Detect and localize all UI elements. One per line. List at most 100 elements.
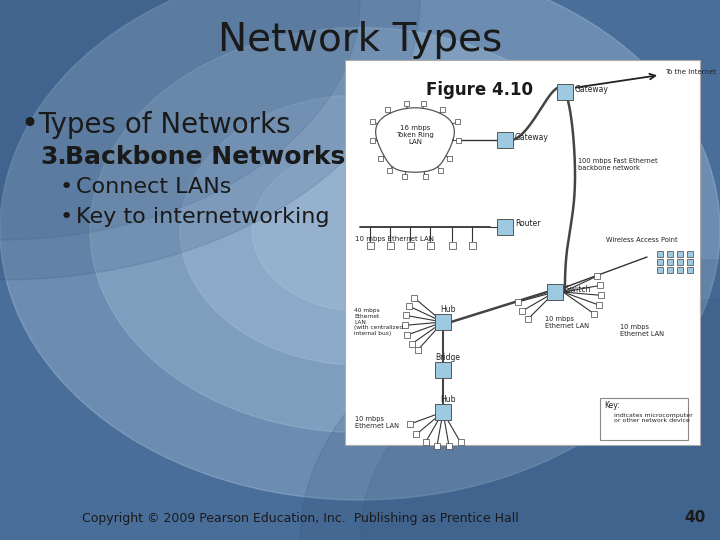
Bar	[366, 241, 374, 248]
Bar	[377, 156, 382, 161]
Bar	[469, 241, 475, 248]
Ellipse shape	[360, 300, 720, 540]
Text: To the Internet: To the Internet	[665, 69, 716, 75]
Text: 3.: 3.	[40, 145, 67, 169]
Bar	[667, 251, 673, 257]
Text: Switch: Switch	[565, 285, 590, 294]
Bar	[677, 251, 683, 257]
Bar	[369, 138, 374, 143]
Bar	[605, 415, 611, 422]
Ellipse shape	[0, 0, 360, 240]
Text: Hub: Hub	[440, 306, 456, 314]
Bar	[595, 273, 600, 279]
Text: Gateway: Gateway	[515, 132, 549, 141]
Bar	[409, 341, 415, 347]
Text: Types of Networks: Types of Networks	[38, 111, 291, 139]
Bar	[516, 299, 521, 305]
Text: Bridge: Bridge	[436, 354, 461, 362]
Bar	[345, 60, 700, 445]
Text: 40 mbps
Ethernet
LAN
(with centralized
internal bus): 40 mbps Ethernet LAN (with centralized i…	[354, 308, 403, 336]
Bar	[600, 398, 688, 440]
Bar	[687, 267, 693, 273]
Bar	[421, 102, 426, 106]
Text: 40: 40	[685, 510, 706, 525]
Bar	[456, 138, 461, 143]
Bar	[519, 308, 525, 314]
Bar	[402, 174, 408, 179]
Bar	[405, 332, 410, 338]
Bar	[525, 316, 531, 322]
Text: Backbone Networks: Backbone Networks	[65, 145, 346, 169]
Text: Key:: Key:	[604, 401, 620, 409]
Ellipse shape	[90, 28, 630, 433]
Bar	[435, 362, 451, 378]
Bar	[687, 259, 693, 265]
Bar	[402, 322, 408, 328]
Bar	[370, 119, 375, 124]
Bar	[434, 443, 440, 449]
Text: •: •	[60, 177, 73, 197]
Bar	[435, 314, 451, 330]
Bar	[446, 443, 452, 449]
Text: 10 mbps
Ethernet LAN: 10 mbps Ethernet LAN	[355, 415, 399, 429]
Bar	[598, 292, 604, 298]
Bar	[402, 313, 408, 319]
Text: 10 mbps Ethernet LAN: 10 mbps Ethernet LAN	[355, 236, 434, 242]
Text: •: •	[60, 207, 73, 227]
Text: •: •	[20, 111, 38, 139]
Bar	[413, 431, 419, 437]
Bar	[657, 259, 663, 265]
Bar	[657, 267, 663, 273]
Text: Copyright © 2009 Pearson Education, Inc.  Publishing as Prentice Hall: Copyright © 2009 Pearson Education, Inc.…	[81, 512, 518, 525]
Bar	[387, 168, 392, 173]
Ellipse shape	[252, 149, 468, 311]
Bar	[677, 259, 683, 265]
Text: Key to internetworking: Key to internetworking	[76, 207, 330, 227]
Bar	[457, 440, 464, 445]
Bar	[497, 219, 513, 235]
Bar	[407, 421, 413, 427]
Bar	[387, 241, 394, 248]
Text: Figure 4.10: Figure 4.10	[426, 81, 534, 99]
Text: 10 mbps
Ethernet LAN: 10 mbps Ethernet LAN	[620, 323, 664, 336]
Text: Router: Router	[515, 219, 541, 228]
Ellipse shape	[0, 0, 720, 500]
Bar	[407, 241, 413, 248]
Bar	[384, 107, 390, 112]
Bar	[423, 174, 428, 179]
Bar	[497, 132, 513, 148]
Bar	[598, 282, 603, 288]
Bar	[435, 404, 451, 420]
Text: 100 mbps Fast Ethernet
backbone network: 100 mbps Fast Ethernet backbone network	[578, 159, 657, 172]
Ellipse shape	[0, 0, 420, 280]
Bar	[591, 311, 597, 317]
Bar	[405, 303, 412, 309]
Bar	[657, 251, 663, 257]
Bar	[404, 102, 409, 106]
Bar	[449, 241, 456, 248]
Text: Wireless Access Point: Wireless Access Point	[606, 237, 678, 243]
Text: 10 mbps
Ethernet LAN: 10 mbps Ethernet LAN	[545, 315, 589, 328]
Ellipse shape	[300, 260, 720, 540]
Bar	[557, 84, 573, 100]
Bar	[411, 295, 417, 301]
Text: Connect LANs: Connect LANs	[76, 177, 231, 197]
Bar	[426, 241, 433, 248]
Bar	[455, 119, 460, 124]
Text: Gateway: Gateway	[575, 84, 609, 93]
Text: Network Types: Network Types	[218, 21, 502, 59]
Bar	[667, 267, 673, 273]
Bar	[547, 284, 563, 300]
Text: indicates microcomputer
or other network device: indicates microcomputer or other network…	[614, 413, 693, 423]
Bar	[687, 251, 693, 257]
Bar	[447, 156, 452, 161]
Text: Hub: Hub	[440, 395, 456, 404]
Bar	[415, 347, 420, 353]
Ellipse shape	[180, 95, 540, 365]
Bar	[595, 302, 602, 308]
Bar	[441, 107, 446, 112]
Bar	[677, 267, 683, 273]
Bar	[667, 259, 673, 265]
Bar	[423, 440, 428, 445]
Bar	[438, 168, 443, 173]
